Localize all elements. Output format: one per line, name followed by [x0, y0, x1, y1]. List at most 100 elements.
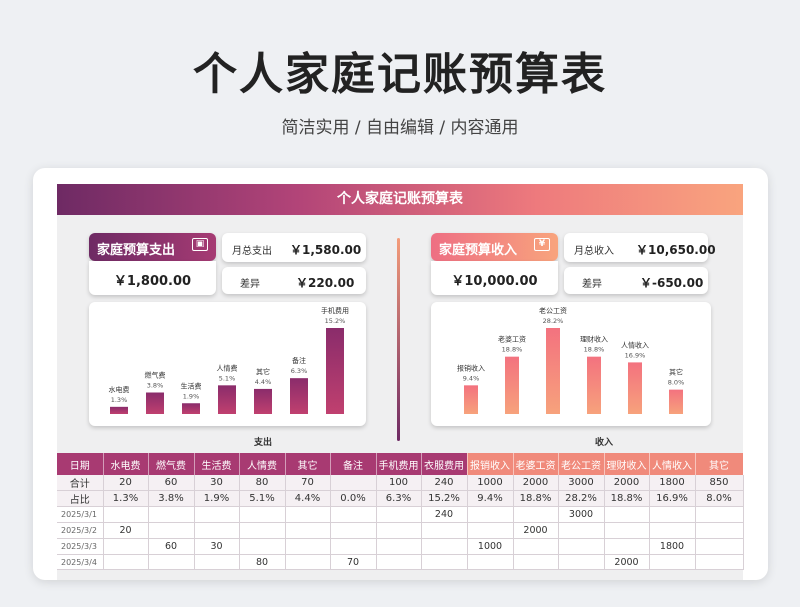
- table-cell[interactable]: [695, 538, 744, 555]
- table-cell[interactable]: 240: [421, 475, 468, 492]
- table-cell[interactable]: [148, 522, 195, 539]
- table-cell[interactable]: [695, 506, 744, 524]
- table-cell[interactable]: [239, 522, 286, 539]
- table-cell[interactable]: 60: [148, 538, 195, 555]
- table-cell[interactable]: 1800: [649, 538, 696, 555]
- table-cell[interactable]: [330, 538, 377, 555]
- table-cell[interactable]: 4.4%: [285, 490, 331, 508]
- table-cell[interactable]: [376, 522, 422, 539]
- table-cell[interactable]: 5.1%: [239, 490, 286, 508]
- row-label-cell[interactable]: 占比: [57, 490, 104, 508]
- table-cell[interactable]: [604, 522, 650, 539]
- table-cell[interactable]: [194, 522, 240, 539]
- table-cell[interactable]: [558, 538, 605, 555]
- table-cell[interactable]: [649, 522, 696, 539]
- table-cell[interactable]: [148, 554, 195, 571]
- table-cell[interactable]: 100: [376, 475, 422, 492]
- row-label-cell[interactable]: 2025/3/3: [57, 538, 104, 555]
- table-cell[interactable]: [558, 554, 605, 571]
- table-row: 2025/3/4 80 70 2000: [57, 554, 744, 571]
- row-label-cell[interactable]: 2025/3/4: [57, 554, 104, 571]
- table-cell[interactable]: [148, 506, 195, 524]
- row-label-cell[interactable]: 合计: [57, 475, 104, 492]
- table-cell[interactable]: 28.2%: [558, 490, 605, 508]
- table-cell[interactable]: 9.4%: [467, 490, 514, 508]
- table-cell[interactable]: 70: [330, 554, 377, 571]
- table-cell[interactable]: [330, 475, 377, 492]
- table-cell[interactable]: 2000: [604, 554, 650, 571]
- table-row: 2025/3/2 20 2000: [57, 522, 744, 539]
- table-cell[interactable]: [376, 506, 422, 524]
- bar-value-label: 16.9%: [625, 351, 646, 359]
- table-cell[interactable]: [467, 506, 514, 524]
- row-label-cell[interactable]: 2025/3/1: [57, 506, 104, 524]
- table-cell[interactable]: [285, 554, 331, 571]
- spreadsheet: 个人家庭记账预算表 家庭预算支出 ▣ ￥1,800.00 月总支出 ￥1,580…: [57, 184, 744, 580]
- table-cell[interactable]: 1000: [467, 538, 514, 555]
- table-cell[interactable]: [513, 538, 559, 555]
- table-cell[interactable]: 1000: [467, 475, 514, 492]
- table-cell[interactable]: [467, 554, 514, 571]
- table-cell[interactable]: [103, 506, 149, 524]
- table-cell[interactable]: 3000: [558, 506, 605, 524]
- table-cell[interactable]: 8.0%: [695, 490, 744, 508]
- table-cell[interactable]: 20: [103, 522, 149, 539]
- table-cell[interactable]: 6.3%: [376, 490, 422, 508]
- table-cell[interactable]: [421, 538, 468, 555]
- table-cell[interactable]: 80: [239, 554, 286, 571]
- table-cell[interactable]: [285, 538, 331, 555]
- table-cell[interactable]: [376, 538, 422, 555]
- table-cell[interactable]: 2000: [513, 522, 559, 539]
- table-cell[interactable]: 850: [695, 475, 744, 492]
- table-cell[interactable]: [330, 522, 377, 539]
- table-cell[interactable]: [695, 554, 744, 571]
- table-cell[interactable]: 15.2%: [421, 490, 468, 508]
- table-cell[interactable]: [194, 554, 240, 571]
- expense-budget-value: ￥1,800.00: [113, 274, 192, 289]
- table-cell[interactable]: [649, 506, 696, 524]
- table-cell[interactable]: 70: [285, 475, 331, 492]
- table-cell[interactable]: [421, 554, 468, 571]
- table-cell[interactable]: [330, 506, 377, 524]
- table-cell[interactable]: [103, 538, 149, 555]
- bar-value-label: 1.9%: [183, 392, 200, 400]
- table-cell[interactable]: [604, 506, 650, 524]
- table-cell[interactable]: 20: [103, 475, 149, 492]
- table-cell[interactable]: [239, 506, 286, 524]
- table-cell[interactable]: [467, 522, 514, 539]
- table-cell[interactable]: 30: [194, 538, 240, 555]
- table-cell[interactable]: [376, 554, 422, 571]
- table-cell[interactable]: 1.9%: [194, 490, 240, 508]
- table-cell[interactable]: 1800: [649, 475, 696, 492]
- table-cell[interactable]: 2000: [513, 475, 559, 492]
- table-cell[interactable]: 18.8%: [604, 490, 650, 508]
- table-cell[interactable]: 1.3%: [103, 490, 149, 508]
- table-cell[interactable]: 30: [194, 475, 240, 492]
- table-cell[interactable]: [285, 522, 331, 539]
- chart-bar: [464, 385, 478, 414]
- table-cell[interactable]: 3.8%: [148, 490, 195, 508]
- table-cell[interactable]: [513, 554, 559, 571]
- income-diff-label: 差异: [582, 279, 602, 290]
- table-cell[interactable]: [513, 506, 559, 524]
- table-cell[interactable]: [558, 522, 605, 539]
- table-cell[interactable]: [604, 538, 650, 555]
- table-cell[interactable]: [695, 522, 744, 539]
- table-cell[interactable]: 80: [239, 475, 286, 492]
- table-cell[interactable]: [285, 506, 331, 524]
- table-cell[interactable]: 2000: [604, 475, 650, 492]
- table-cell[interactable]: [649, 554, 696, 571]
- table-cell[interactable]: [239, 538, 286, 555]
- table-cell[interactable]: 0.0%: [330, 490, 377, 508]
- table-cell[interactable]: [194, 506, 240, 524]
- table-cell[interactable]: 16.9%: [649, 490, 696, 508]
- column-header: 生活费: [194, 453, 240, 475]
- table-cell[interactable]: [421, 522, 468, 539]
- table-cell[interactable]: 3000: [558, 475, 605, 492]
- table-cell[interactable]: [103, 554, 149, 571]
- table-cell[interactable]: 18.8%: [513, 490, 559, 508]
- row-label-cell[interactable]: 2025/3/2: [57, 522, 104, 539]
- column-header: 备注: [330, 453, 377, 475]
- table-cell[interactable]: 240: [421, 506, 468, 524]
- table-cell[interactable]: 60: [148, 475, 195, 492]
